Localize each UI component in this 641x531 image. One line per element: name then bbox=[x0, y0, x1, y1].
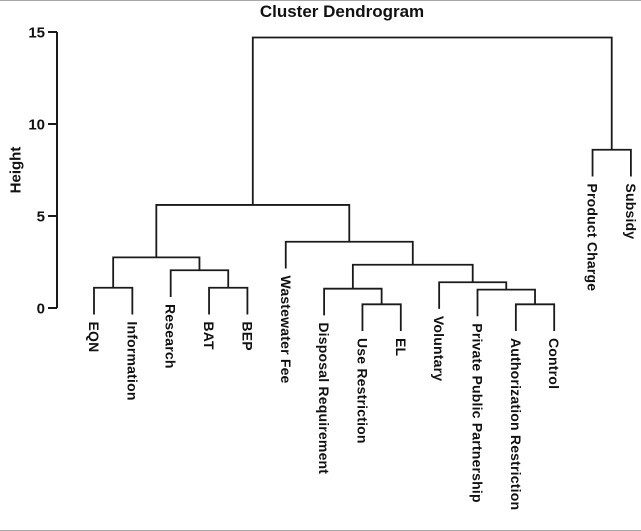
leaf-label-information: Information bbox=[124, 321, 140, 400]
leaf-label-control: Control bbox=[546, 338, 562, 389]
dendrogram-branch bbox=[323, 287, 383, 316]
leaf-label-product-charge: Product Charge bbox=[585, 183, 601, 291]
leaf-label-bep: BEP bbox=[239, 321, 255, 350]
dendrogram-branch bbox=[514, 303, 556, 331]
chart-title: Cluster Dendrogram bbox=[259, 2, 425, 21]
dendrogram-branch bbox=[169, 269, 230, 297]
leaf-label-authorization-restriction: Authorization Restriction bbox=[508, 338, 524, 510]
dendrogram-branch bbox=[591, 148, 632, 177]
leaf-label-bat: BAT bbox=[201, 321, 217, 350]
leaf-label-disposal-requirement: Disposal Requirement bbox=[316, 322, 332, 474]
dendrogram-branch bbox=[361, 303, 402, 331]
leaf-label-voluntary: Voluntary bbox=[431, 316, 447, 381]
dendrogram-branch bbox=[476, 288, 536, 317]
leaf-label-use-restriction: Use Restriction bbox=[354, 338, 370, 444]
leaf-label-subsidy: Subsidy bbox=[623, 183, 639, 239]
leaf-label-research: Research bbox=[163, 304, 179, 369]
y-axis-tick-label: 5 bbox=[37, 209, 45, 226]
leaf-label-private-public-partnership: Private Public Partnership bbox=[470, 323, 486, 502]
dendrogram-branch bbox=[93, 286, 134, 315]
y-axis-tick-label: 15 bbox=[28, 25, 45, 42]
dendrogram-branch bbox=[208, 286, 249, 315]
leaf-label-el: EL bbox=[393, 338, 409, 357]
leaf-label-eqn: EQN bbox=[86, 321, 102, 352]
y-axis-tick-label: 0 bbox=[37, 301, 45, 318]
y-axis-tick-label: 10 bbox=[28, 117, 45, 134]
dendrogram-branch bbox=[112, 256, 201, 288]
dendrogram-branch bbox=[155, 204, 351, 258]
dendrogram-branch bbox=[438, 281, 508, 309]
dendrogram-branch bbox=[351, 263, 474, 289]
dendrogram-branch bbox=[251, 36, 613, 205]
leaf-label-wastewater-fee: Wastewater Fee bbox=[278, 275, 294, 383]
